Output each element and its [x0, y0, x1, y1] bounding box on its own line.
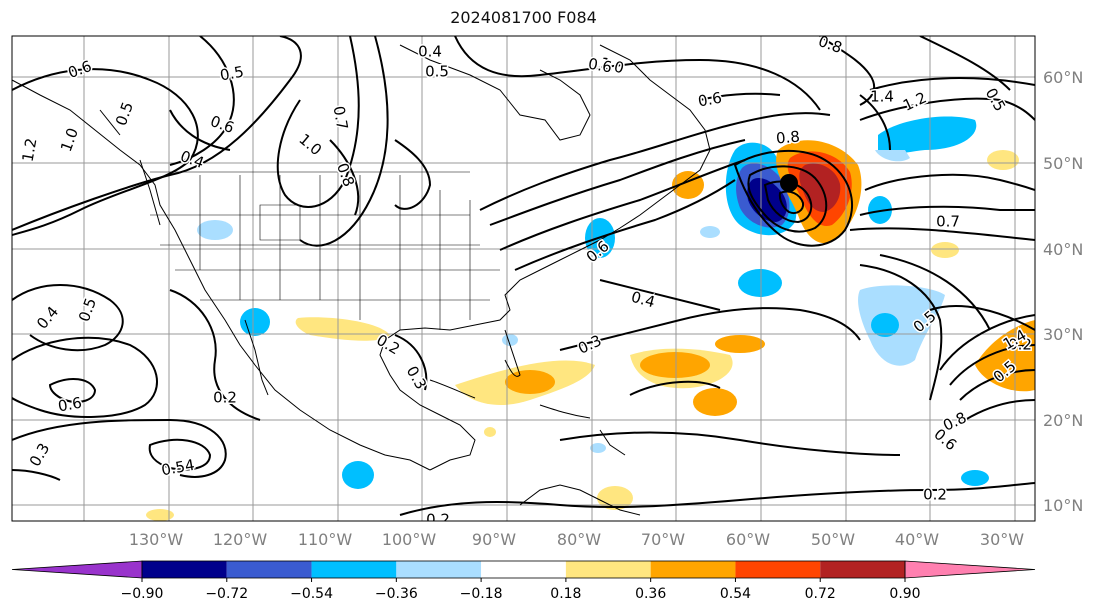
- contour-label: 0.2: [213, 389, 237, 407]
- map-panel: 0.6 0.50.40.5 1.00.80.6 1.4 1.2 0.51.2 1.00.5 0…: [12, 36, 1035, 529]
- colorbar-tick-label: 0.36: [635, 586, 666, 602]
- colorbar-tick-label: −0.90: [121, 586, 164, 602]
- lon-tick-label: 40°W: [895, 530, 939, 549]
- colorbar-bin: [820, 561, 905, 578]
- lon-tick-labels: 130°W 120°W 110°W 100°W 90°W 80°W 70°W 60°W 50°W…: [129, 530, 1024, 549]
- neg-spot: [871, 313, 899, 337]
- colorbar-bin: [481, 561, 566, 578]
- figure-title: 2024081700 F084: [450, 8, 597, 27]
- pos-patch-east-atlantic: [975, 320, 1035, 392]
- contour-label: 1.2: [19, 137, 41, 164]
- pos-patch: [931, 242, 959, 258]
- lon-tick-label: 120°W: [213, 530, 268, 549]
- contour-label: 0.5: [219, 63, 246, 85]
- neg-anomaly-band-northeast: [878, 116, 977, 155]
- colorbar-tick-label: −0.18: [460, 586, 503, 602]
- lon-tick-label: 30°W: [980, 530, 1024, 549]
- colorbar-lower-extension: [11, 560, 143, 579]
- contour-label: 0.5: [425, 63, 449, 81]
- graticule: [12, 36, 1035, 521]
- colorbar: −0.90 −0.72 −0.54 −0.36 −0.18 0.18 0.36 0.54 0.7…: [11, 560, 1036, 602]
- lat-tick-label: 30°N: [1043, 325, 1083, 344]
- colorbar-tick-label: 0.54: [720, 586, 751, 602]
- neg-spot: [502, 334, 518, 346]
- neg-spot: [590, 443, 606, 453]
- colorbar-tick-label: −0.54: [290, 586, 333, 602]
- lon-tick-label: 80°W: [557, 530, 601, 549]
- neg-spot-atlantic-large: [858, 285, 945, 366]
- pos-patch: [597, 486, 633, 510]
- pos-patch-central-atlantic-core: [640, 352, 710, 378]
- neg-spot: [240, 308, 270, 336]
- colorbar-tick-label: 0.18: [550, 586, 581, 602]
- neg-spot: [961, 470, 989, 486]
- neg-spot: [700, 226, 720, 238]
- map-frame: [11, 35, 1036, 522]
- colorbar-upper-extension: [904, 560, 1036, 579]
- lat-tick-label: 60°N: [1043, 68, 1083, 87]
- lon-tick-label: 70°W: [641, 530, 685, 549]
- lon-tick-label: 130°W: [129, 530, 184, 549]
- contour-label: 0.8: [775, 127, 800, 147]
- colorbar-tick-label: −0.72: [205, 586, 248, 602]
- lon-tick-label: 90°W: [472, 530, 516, 549]
- lon-tick-label: 50°W: [811, 530, 855, 549]
- colorbar-bin: [226, 561, 312, 578]
- coastlines: [12, 44, 711, 516]
- storm-center-marker: [780, 174, 798, 192]
- pos-patch: [715, 335, 765, 353]
- colorbar-bin: [142, 561, 227, 578]
- neg-spot: [342, 461, 374, 489]
- lat-tick-labels: 60°N 50°N 40°N 30°N 20°N 10°N: [1043, 68, 1083, 515]
- lat-tick-label: 20°N: [1043, 411, 1083, 430]
- lat-tick-label: 40°N: [1043, 240, 1083, 259]
- contour-label: 0.2: [426, 511, 450, 529]
- lat-tick-label: 10°N: [1043, 496, 1083, 515]
- contour-label: 0.7: [936, 213, 960, 231]
- colorbar-bin: [650, 561, 736, 578]
- pos-patch: [987, 150, 1019, 170]
- colorbar-tick-label: 0.90: [889, 586, 920, 602]
- contour-label: 0.2: [1008, 336, 1032, 354]
- colorbar-tick-label: 0.72: [805, 586, 836, 602]
- contour-lines: [12, 36, 1035, 516]
- pos-patch: [693, 388, 737, 416]
- contour-label: 0.4: [418, 43, 442, 61]
- colorbar-bin: [396, 561, 482, 578]
- colorbar-bin: [311, 561, 397, 578]
- contour-label: 0.6: [697, 89, 724, 111]
- contour-label: 1.4: [870, 88, 894, 106]
- colorbar-bin: [565, 561, 651, 578]
- neg-anomaly-band-northeast-weak: [875, 150, 910, 162]
- neg-spot: [197, 220, 233, 240]
- pos-patch: [484, 427, 496, 437]
- lat-tick-label: 50°N: [1043, 154, 1083, 173]
- neg-spot: [738, 269, 782, 297]
- colorbar-tick-label: −0.36: [375, 586, 418, 602]
- lon-tick-label: 110°W: [298, 530, 353, 549]
- colorbar-bin: [735, 561, 821, 578]
- lon-tick-label: 60°W: [726, 530, 770, 549]
- contour-label: 0.2: [923, 486, 947, 504]
- pos-patch-gulf-mexico: [295, 317, 390, 341]
- pos-patch: [146, 509, 174, 521]
- lon-tick-label: 100°W: [382, 530, 437, 549]
- contour-label: 0.7: [330, 105, 352, 132]
